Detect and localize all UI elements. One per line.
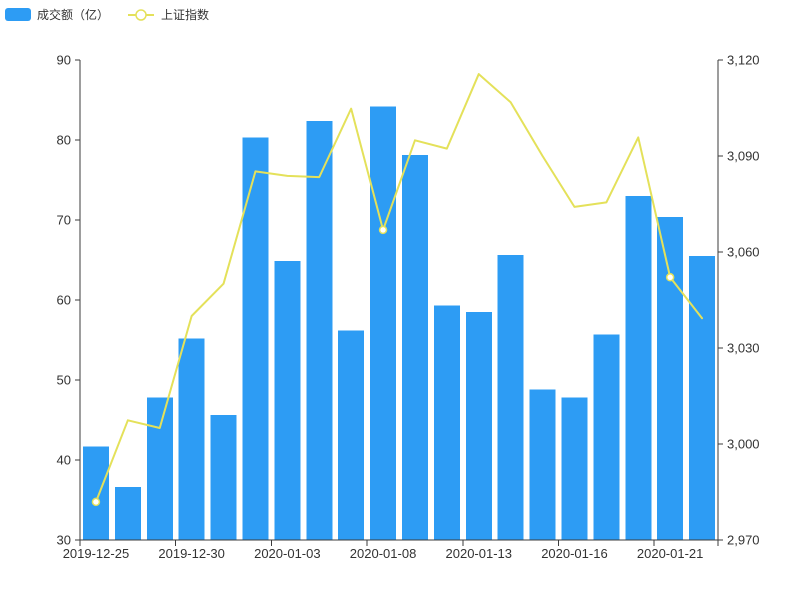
x-tick-label: 2019-12-30 [158, 546, 225, 561]
bar-2020-01-13[interactable] [465, 312, 492, 540]
x-tick-label: 2020-01-16 [541, 546, 608, 561]
bar-2020-01-21[interactable] [657, 216, 684, 541]
bar-2020-01-17[interactable] [593, 334, 620, 540]
x-tick-label: 2020-01-13 [446, 546, 513, 561]
y-left-tick-label: 50 [57, 373, 71, 388]
bar-2019-12-30[interactable] [178, 338, 205, 540]
bar-2020-01-10[interactable] [433, 305, 460, 540]
bar-2019-12-26[interactable] [114, 487, 141, 540]
bar-2020-01-16[interactable] [561, 397, 588, 540]
x-tick-label: 2019-12-25 [63, 546, 130, 561]
index-line[interactable] [94, 73, 704, 503]
line-marker [91, 497, 101, 507]
bar-2019-12-25[interactable] [82, 446, 109, 540]
y-right-tick-label: 2,970 [727, 533, 760, 548]
bar-2020-01-09[interactable] [401, 155, 428, 540]
bar-2020-01-22[interactable] [689, 256, 716, 540]
legend-label-index: 上证指数 [161, 8, 210, 22]
y-left-tick-label: 30 [57, 533, 71, 548]
bar-2020-01-02[interactable] [242, 137, 269, 540]
y-left-tick-label: 40 [57, 453, 71, 468]
bar-2020-01-03[interactable] [274, 260, 301, 540]
legend-item-index[interactable]: 上证指数 [127, 6, 209, 23]
y-left-tick-label: 70 [57, 213, 71, 228]
bar-2020-01-07[interactable] [338, 330, 365, 540]
legend-item-volume[interactable]: 成交额（亿） [5, 6, 109, 23]
legend-label-volume: 成交额（亿） [37, 8, 110, 22]
bar-2020-01-20[interactable] [625, 196, 652, 540]
bar-2019-12-31[interactable] [210, 415, 237, 540]
legend: 成交额（亿） 上证指数 [5, 6, 227, 23]
bar-2020-01-14[interactable] [497, 255, 524, 540]
x-tick-label: 2020-01-21 [637, 546, 704, 561]
y-right-tick-label: 3,000 [727, 437, 760, 452]
bar-2020-01-06[interactable] [306, 120, 333, 541]
x-tick-label: 2020-01-03 [254, 546, 321, 561]
line-marker [665, 273, 675, 282]
y-right-tick-label: 3,060 [727, 245, 760, 260]
y-right-tick-label: 3,120 [727, 53, 760, 68]
y-left-tick-label: 80 [57, 133, 71, 148]
line-marker [378, 225, 388, 235]
y-right-tick-label: 3,090 [727, 149, 760, 164]
y-left-tick-label: 90 [57, 53, 71, 68]
bar-2020-01-08[interactable] [370, 106, 397, 541]
line-series-swatch-icon [127, 8, 155, 22]
bar-series-swatch-icon [5, 8, 31, 21]
x-tick-label: 2020-01-08 [350, 546, 417, 561]
bar-2019-12-27[interactable] [146, 397, 173, 540]
y-left-tick-label: 60 [57, 293, 71, 308]
bar-2020-01-15[interactable] [529, 389, 556, 540]
y-right-tick-label: 3,030 [727, 341, 760, 356]
